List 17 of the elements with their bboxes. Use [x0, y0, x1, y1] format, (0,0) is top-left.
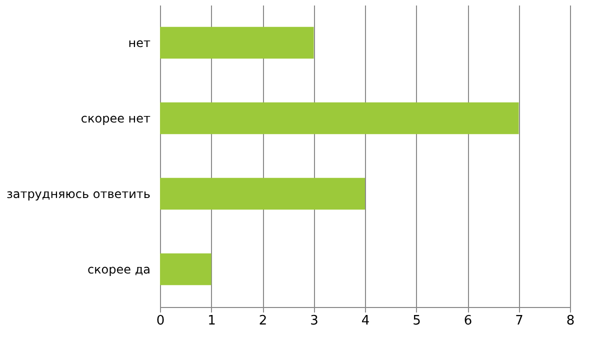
- x-tick-label: 3: [310, 314, 318, 328]
- x-tick-label: 5: [412, 314, 421, 328]
- bar: [160, 253, 212, 286]
- x-tick-label: 2: [258, 314, 268, 328]
- y-tick-label: нет: [128, 36, 151, 50]
- x-tick-label: 6: [464, 314, 472, 328]
- y-tick-label: затрудняюсь ответить: [6, 186, 150, 201]
- bar: [160, 178, 365, 210]
- x-tick-label: 8: [566, 314, 575, 328]
- bar: [160, 26, 314, 59]
- y-tick-label: скорее да: [87, 262, 150, 276]
- y-tick-label: скорее нет: [80, 111, 151, 126]
- x-tick-label: 1: [208, 314, 216, 328]
- x-tick-label: 7: [515, 314, 524, 328]
- x-tick-label: 4: [361, 314, 370, 328]
- bar: [160, 102, 519, 134]
- x-tick-label: 0: [156, 314, 165, 328]
